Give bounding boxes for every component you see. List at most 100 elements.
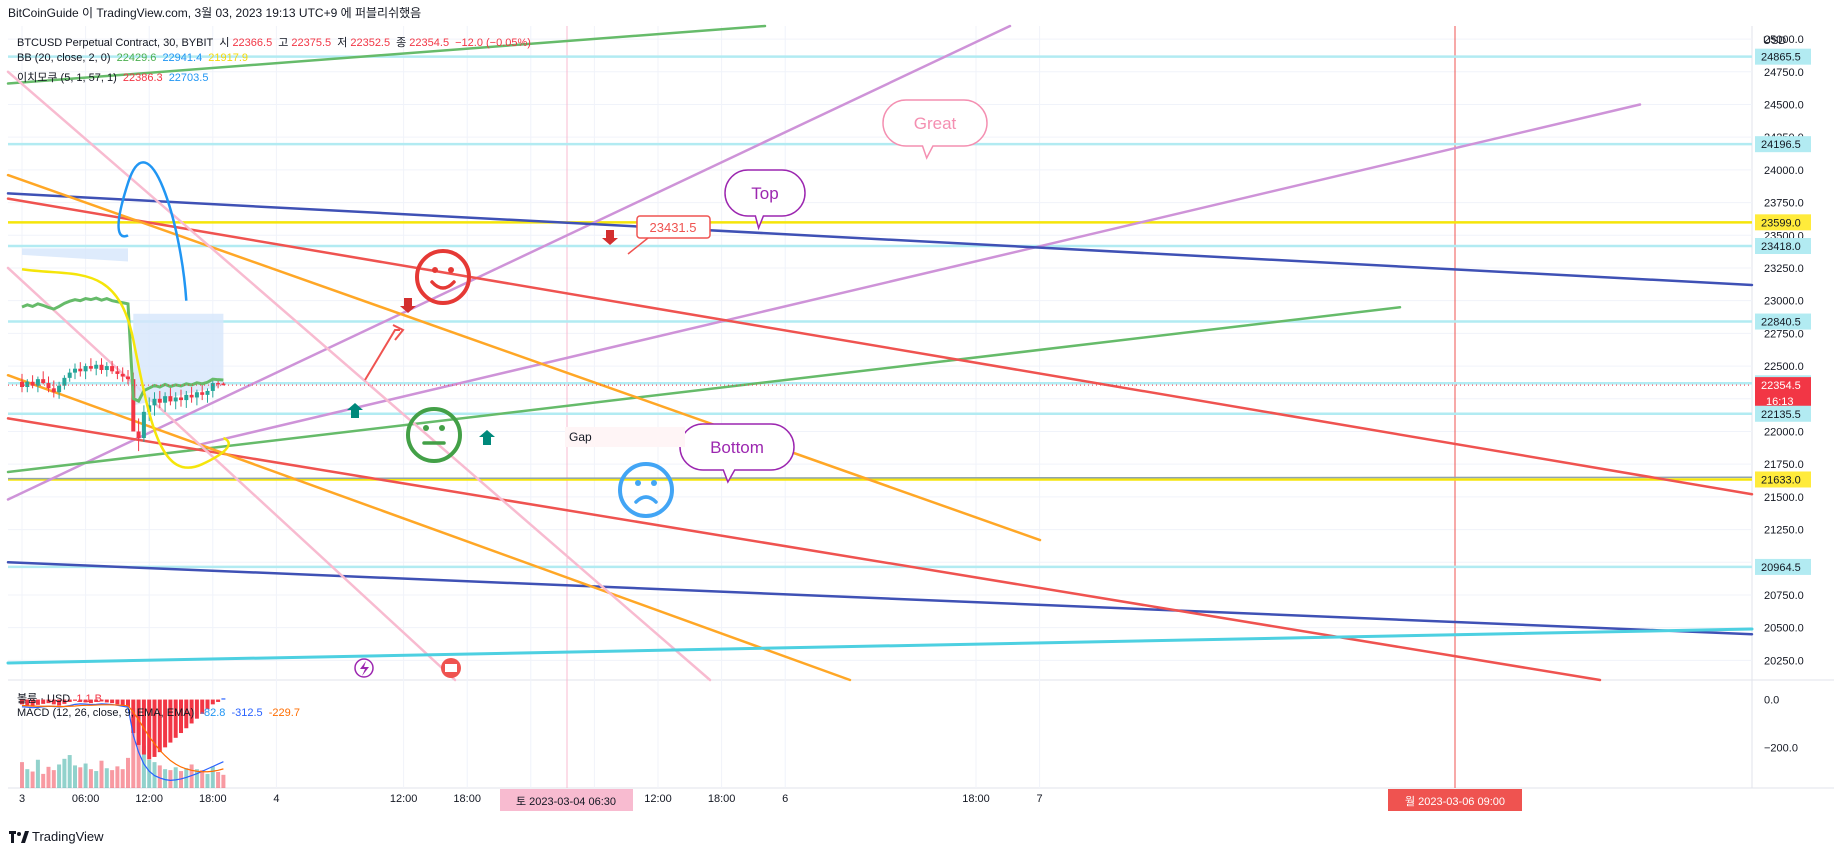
macd-histogram-bar (163, 699, 168, 748)
price-tick-label: 20500.0 (1764, 623, 1804, 635)
legend-volume-name: 볼륨 · USD (17, 693, 71, 705)
legend-ichimoku-row: 이치모쿠 (5, 1, 57, 1) 22386.3 22703.5 (17, 69, 211, 85)
price-tick-label: 22500.0 (1764, 361, 1804, 373)
volume-bar (62, 758, 67, 788)
trend-line (6, 266, 457, 682)
volume-bar (115, 766, 120, 788)
volume-bar (120, 769, 125, 788)
trend-line (6, 24, 767, 85)
volume-bar (221, 774, 226, 788)
macd-histogram-bar (184, 699, 189, 729)
legend-volume-value: 1.1 B (76, 693, 102, 705)
price-level-tag-label: 22840.5 (1761, 317, 1801, 329)
macd-histogram-bar (157, 699, 162, 753)
projection-arrow (364, 329, 400, 381)
lightning-glyph (360, 661, 369, 676)
ichimoku-cloud (22, 248, 128, 262)
price-tick-label: 24750.0 (1764, 67, 1804, 79)
gap-zone (565, 427, 685, 447)
time-tick-label: 06:00 (72, 793, 100, 805)
candle-body (20, 381, 24, 388)
macd-histogram-bar (210, 699, 215, 705)
candle-body (120, 373, 125, 377)
down-arrow-icon (602, 230, 618, 245)
price-tick-label: 22750.0 (1764, 328, 1804, 340)
trend-line (6, 173, 1042, 542)
legend-macd-hist: -82.8 (200, 707, 226, 719)
macd-histogram-bar (104, 699, 109, 703)
volume-bar (57, 764, 62, 788)
legend-bb-upper: 22941.4 (162, 52, 203, 64)
candle-body (221, 383, 226, 386)
candle-body (115, 371, 120, 374)
macd-histogram-bar (41, 699, 46, 704)
macd-histogram-bar (57, 699, 62, 706)
volume-bar (30, 771, 35, 788)
legend-close-label: 종 (396, 37, 407, 49)
legend-bb-name: BB (20, close, 2, 0) (17, 52, 111, 64)
candle-body (110, 366, 115, 372)
volume-bar (25, 769, 30, 788)
volume-bar (163, 769, 168, 788)
time-tick-label: 6 (782, 793, 788, 805)
footer-brand: TradingView (32, 829, 104, 844)
price-tick-label: 24500.0 (1764, 99, 1804, 111)
macd-histogram-bar (126, 699, 130, 707)
candle-body (157, 398, 162, 403)
candle-body (126, 376, 130, 380)
candle-body (41, 379, 46, 384)
volume-bar (179, 771, 183, 788)
candle-body (141, 411, 146, 439)
legend-volume-row: 볼륨 · USD 1.1 B (17, 690, 105, 706)
volume-bar (200, 770, 205, 788)
macd-histogram-bar (94, 699, 99, 702)
volume-bar (216, 772, 221, 788)
price-level-tag (1755, 48, 1811, 65)
trend-line (6, 70, 712, 682)
legend-ichimoku-b: 22703.5 (168, 72, 209, 84)
macd-histogram-bar (30, 699, 35, 707)
trend-line (6, 627, 1754, 665)
macd-histogram-bar (136, 699, 141, 745)
candle-body (51, 388, 56, 393)
price-axis-unit: USD (1763, 35, 1786, 47)
price-level-tag-label: 24865.5 (1761, 52, 1801, 64)
price-level-tag-label: 20964.5 (1761, 562, 1801, 574)
macd-histogram-bar (205, 699, 210, 710)
macd-histogram-bar (173, 699, 178, 738)
macd-histogram-bar (194, 699, 199, 719)
candle-body (35, 379, 40, 386)
macd-histogram-bar (73, 699, 77, 701)
price-tick-label: 23250.0 (1764, 263, 1804, 275)
legend-ichimoku-a: 22386.3 (122, 72, 163, 84)
legend-bb-row: BB (20, close, 2, 0) 22429.6 22941.4 219… (17, 52, 251, 64)
bb-lower-line (21, 268, 230, 469)
price-level-tag (1755, 238, 1811, 255)
candle-body (62, 377, 67, 386)
price-tick-label: 23000.0 (1764, 296, 1804, 308)
footer: TradingView (0, 824, 1834, 850)
price-level-tag (1755, 377, 1811, 410)
legend-macd-row: MACD (12, 26, close, 9, EMA, EMA) -82.8 … (17, 707, 303, 719)
price-level-tag (1755, 313, 1811, 330)
date-marker-label: 토 2023-03-04 06:30 (516, 796, 616, 808)
projection-arrowhead (392, 324, 405, 341)
volume-bar (78, 767, 83, 788)
price-tick-label: 21250.0 (1764, 525, 1804, 537)
candle-body (99, 364, 104, 371)
candle-body (163, 396, 168, 403)
legend-open: 22366.5 (232, 37, 273, 49)
volume-bar (157, 765, 162, 788)
gap-label: Gap (569, 430, 592, 444)
candle-body (46, 383, 51, 389)
face-eye (635, 480, 641, 486)
legend-macd-signal: -229.7 (268, 707, 300, 719)
volume-bar (184, 768, 189, 788)
face-eye (432, 267, 438, 273)
date-marker-tag (500, 789, 633, 811)
macd-histogram-bar (20, 699, 24, 705)
volume-bar (210, 766, 215, 788)
legend-low: 22352.5 (350, 37, 391, 49)
price-level-tag (1755, 214, 1811, 231)
